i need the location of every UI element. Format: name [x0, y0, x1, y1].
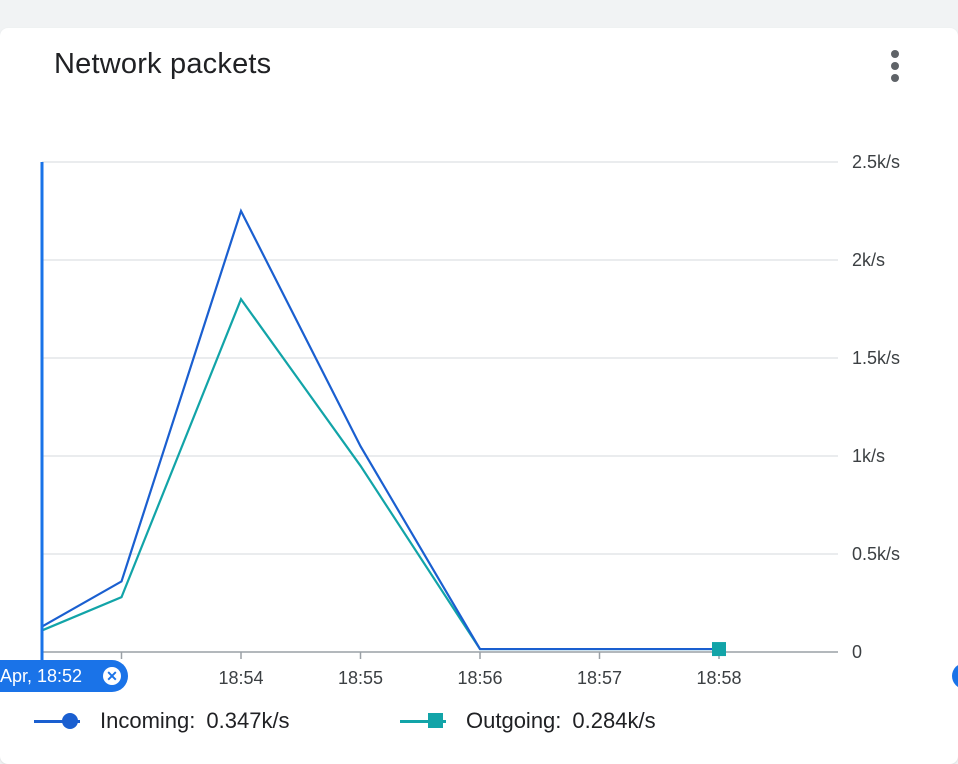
scroll-handle[interactable]	[952, 663, 958, 689]
time-cursor-label: Apr, 18:52	[0, 666, 83, 686]
close-icon[interactable]: ✕	[103, 667, 121, 685]
outgoing-series-line	[41, 296, 719, 651]
x-tick-label: 18:58	[696, 668, 741, 688]
x-tick-label: 18:56	[457, 668, 502, 688]
legend-label-outgoing: Outgoing:	[466, 708, 562, 733]
network-packets-card	[0, 28, 958, 764]
y-tick-label: 2k/s	[852, 250, 885, 270]
legend-item-incoming[interactable]: Incoming: 0.347k/s	[34, 705, 290, 737]
more-options-button[interactable]	[878, 46, 912, 88]
outgoing-last-point-marker	[712, 642, 726, 657]
outgoing-line-icon	[400, 709, 446, 733]
legend-item-outgoing[interactable]: Outgoing: 0.284k/s	[400, 705, 656, 737]
legend-value-incoming: 0.347k/s	[206, 708, 290, 733]
time-cursor-chip[interactable]: Apr, 18:52 ✕	[0, 660, 128, 692]
incoming-line-icon	[34, 709, 80, 733]
incoming-series-line	[41, 208, 719, 651]
y-tick-label: 0	[852, 642, 862, 662]
more-vert-dot	[891, 74, 899, 82]
x-tick-label: 18:57	[577, 668, 622, 688]
card-title: Network packets	[54, 48, 272, 80]
legend-label-incoming: Incoming:	[100, 708, 196, 733]
more-vert-icon	[891, 50, 899, 58]
more-vert-dot	[891, 62, 899, 70]
x-tick-label: 18:54	[218, 668, 263, 688]
x-tick-label: 18:55	[338, 668, 383, 688]
y-tick-label: 1.5k/s	[852, 348, 900, 368]
y-tick-label: 2.5k/s	[852, 152, 900, 172]
legend-value-outgoing: 0.284k/s	[572, 708, 656, 733]
y-tick-label: 0.5k/s	[852, 544, 900, 564]
y-tick-label: 1k/s	[852, 446, 885, 466]
